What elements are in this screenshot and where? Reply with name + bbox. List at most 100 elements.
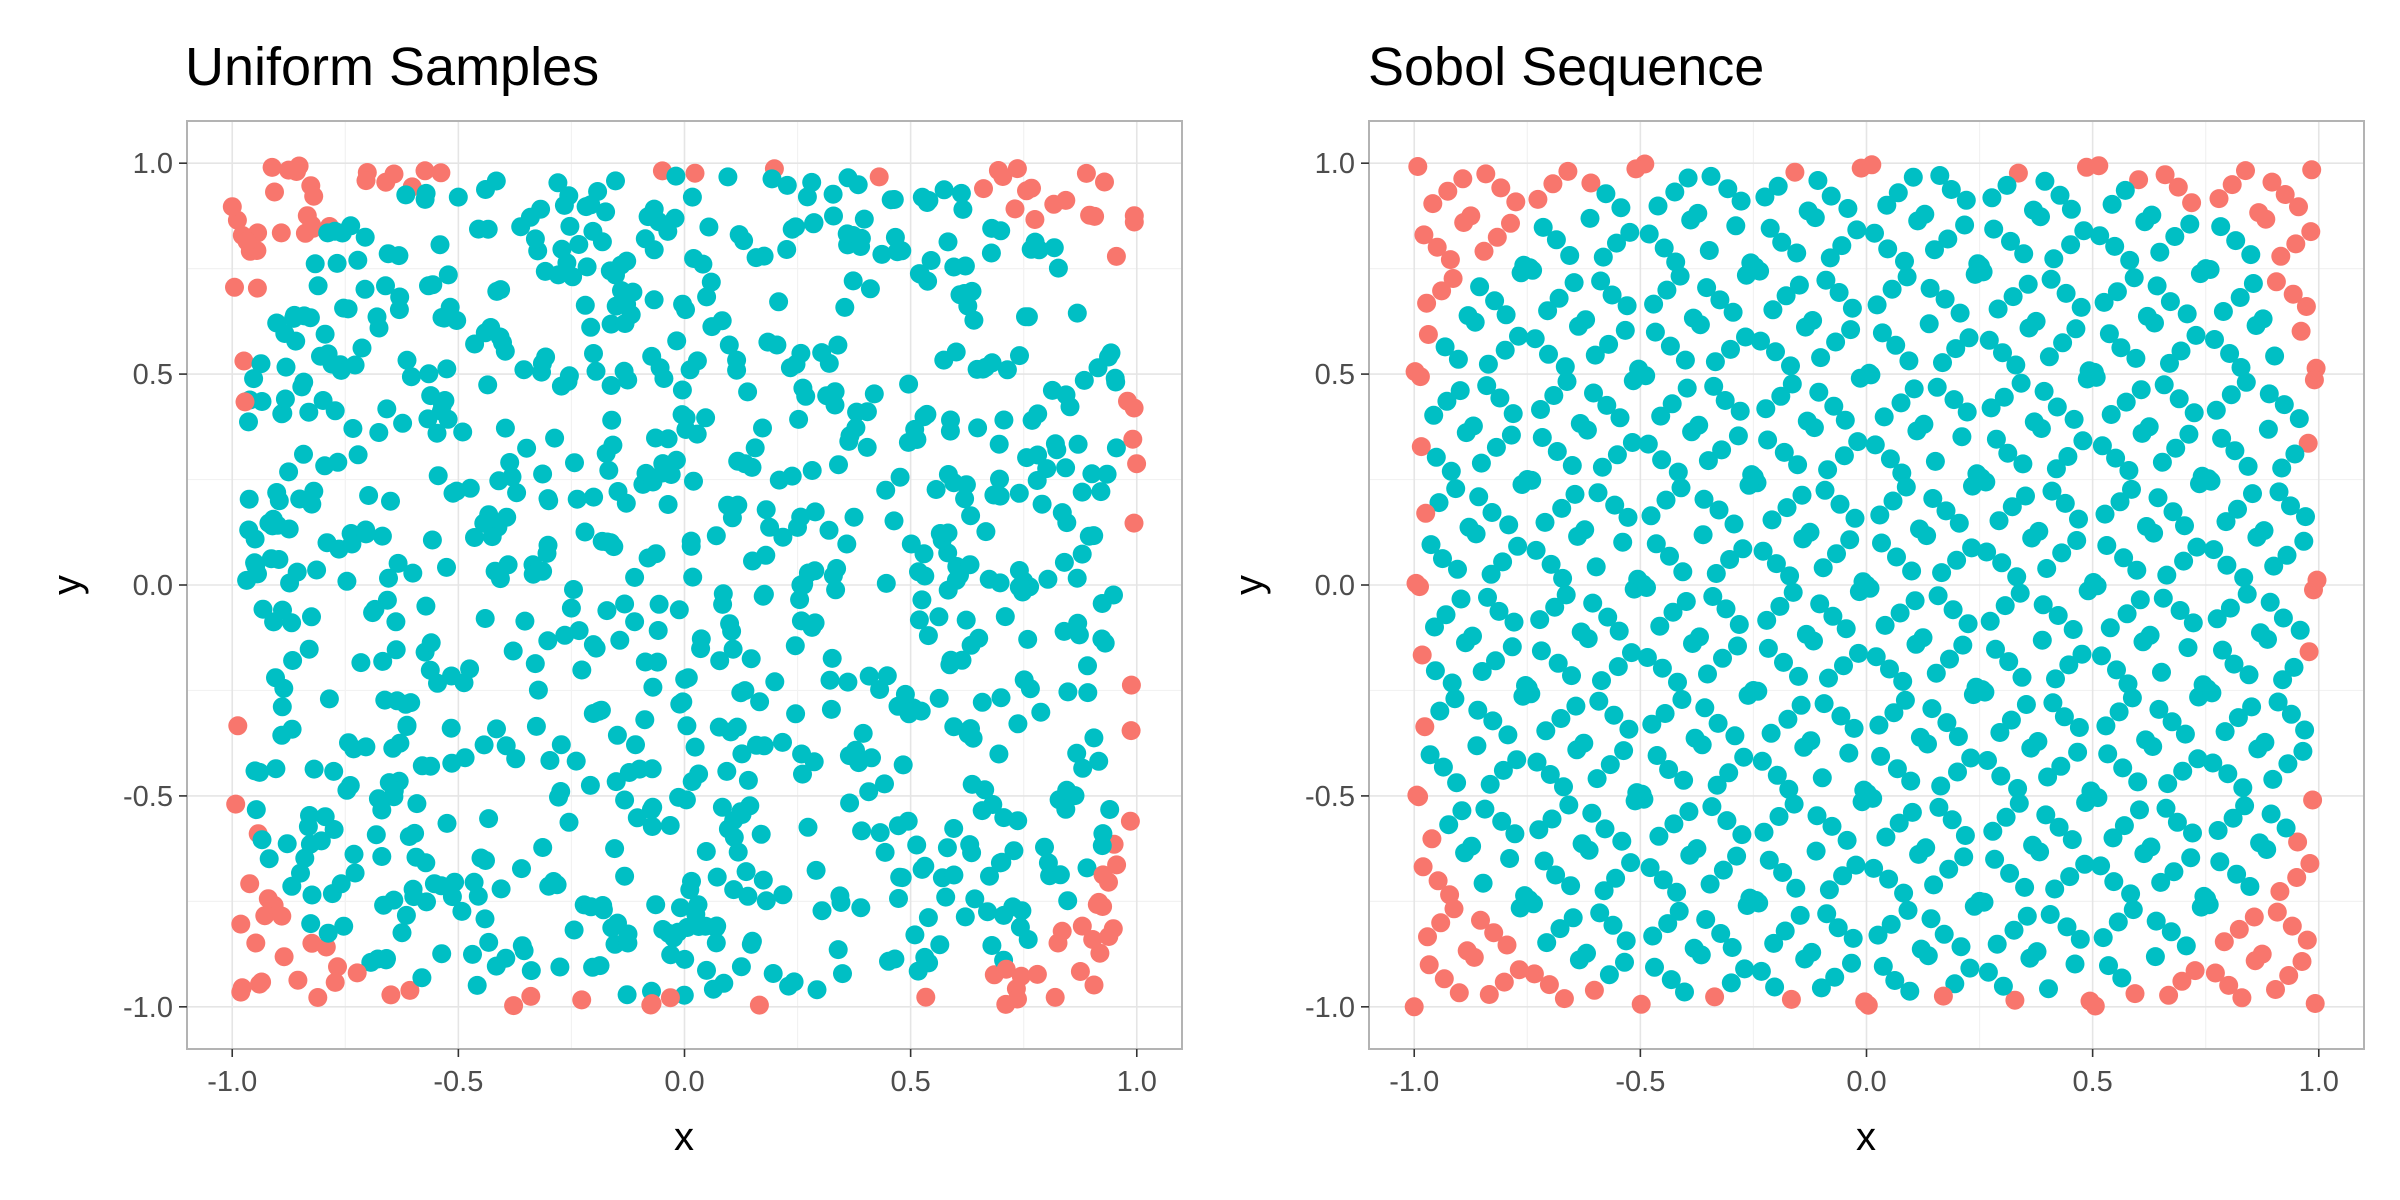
- point-inside: [416, 853, 436, 873]
- point-inside: [1842, 298, 1862, 318]
- point-inside: [526, 716, 546, 736]
- point-outside: [228, 716, 248, 736]
- point-inside: [1806, 841, 1826, 861]
- point-inside: [1035, 837, 1054, 857]
- point-outside: [1506, 192, 1526, 212]
- point-inside: [2238, 456, 2258, 476]
- point-inside: [1763, 300, 1783, 320]
- point-inside: [2055, 493, 2075, 513]
- point-inside: [1755, 187, 1775, 207]
- point-inside: [1540, 765, 1560, 784]
- point-inside: [1456, 633, 1475, 653]
- point-outside: [1410, 367, 1430, 387]
- point-inside: [603, 435, 623, 455]
- point-inside: [252, 830, 272, 850]
- point-outside: [2182, 193, 2202, 213]
- point-inside: [1622, 433, 1642, 452]
- point-inside: [2091, 856, 2111, 876]
- point-outside: [1528, 189, 1548, 209]
- point-inside: [907, 835, 927, 855]
- point-inside: [1544, 386, 1564, 405]
- point-outside: [240, 874, 260, 894]
- point-inside: [2057, 917, 2077, 937]
- point-inside: [251, 354, 271, 374]
- point-inside: [2090, 226, 2110, 246]
- point-inside: [1529, 820, 1549, 840]
- point-inside: [1996, 807, 2016, 827]
- point-inside: [798, 817, 818, 837]
- point-inside: [1620, 222, 1640, 242]
- point-inside: [1448, 349, 1468, 369]
- point-inside: [1585, 345, 1605, 365]
- point-inside: [930, 935, 950, 955]
- point-inside: [597, 532, 617, 552]
- point-inside: [448, 187, 468, 207]
- point-inside: [2019, 318, 2039, 338]
- point-outside: [347, 963, 367, 983]
- point-inside: [1058, 682, 1078, 702]
- point-inside: [1874, 407, 1894, 427]
- point-inside: [1863, 788, 1883, 808]
- point-inside: [938, 523, 958, 543]
- point-outside: [1434, 969, 1454, 989]
- point-inside: [2003, 287, 2023, 307]
- point-outside: [1417, 293, 1437, 313]
- point-outside: [1045, 987, 1065, 1007]
- point-inside: [575, 295, 595, 315]
- point-inside: [763, 964, 783, 983]
- point-inside: [1985, 849, 2005, 869]
- point-inside: [1842, 953, 1861, 973]
- point-inside: [724, 880, 744, 900]
- point-inside: [1072, 482, 1092, 502]
- point-inside: [954, 284, 974, 303]
- point-inside: [2104, 872, 2124, 892]
- point-inside: [277, 834, 297, 854]
- point-inside: [2148, 488, 2168, 508]
- point-inside: [1681, 210, 1701, 230]
- point-inside: [839, 431, 859, 451]
- point-inside: [1756, 399, 1776, 419]
- point-inside: [1092, 629, 1112, 649]
- point-inside: [1839, 743, 1859, 763]
- point-inside: [422, 530, 442, 550]
- point-inside: [1048, 258, 1068, 278]
- point-outside: [2287, 868, 2307, 887]
- point-inside: [676, 790, 696, 810]
- point-inside: [1909, 844, 1929, 864]
- point-inside: [1537, 933, 1557, 953]
- point-inside: [1930, 166, 1950, 185]
- point-inside: [2024, 412, 2044, 432]
- point-inside: [964, 310, 984, 330]
- point-inside: [2203, 753, 2223, 773]
- point-inside: [545, 428, 565, 448]
- point-outside: [1085, 206, 1105, 226]
- point-inside: [1547, 442, 1567, 461]
- point-inside: [1720, 550, 1740, 569]
- point-inside: [601, 376, 621, 395]
- point-inside: [1898, 900, 1918, 920]
- point-inside: [2147, 276, 2167, 296]
- point-inside: [2092, 646, 2111, 666]
- point-inside: [1667, 882, 1687, 902]
- point-inside: [252, 392, 272, 411]
- point-inside: [666, 166, 686, 186]
- point-inside: [1783, 582, 1803, 602]
- point-inside: [2009, 793, 2029, 813]
- point-inside: [2137, 517, 2156, 536]
- point-inside: [302, 607, 321, 627]
- point-inside: [1817, 904, 1837, 924]
- point-inside: [1951, 937, 1971, 957]
- point-inside: [1923, 489, 1943, 508]
- point-inside: [325, 401, 345, 421]
- point-inside: [1845, 508, 1865, 528]
- point-inside: [1677, 378, 1697, 398]
- points-layer: [1404, 154, 2327, 1017]
- point-inside: [1910, 727, 1930, 747]
- point-inside: [1770, 596, 1790, 616]
- point-outside: [1411, 437, 1431, 457]
- point-inside: [521, 961, 541, 981]
- point-inside: [311, 831, 331, 851]
- point-inside: [1847, 220, 1867, 240]
- point-inside: [601, 314, 621, 334]
- point-inside: [372, 847, 392, 866]
